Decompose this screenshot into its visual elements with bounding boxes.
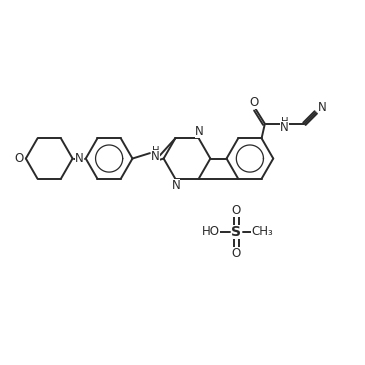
Text: HO: HO — [202, 226, 220, 238]
Text: N: N — [195, 125, 204, 138]
Text: S: S — [231, 225, 241, 239]
Text: N: N — [75, 152, 84, 165]
Text: O: O — [249, 96, 258, 109]
Text: O: O — [15, 152, 24, 165]
Text: CH₃: CH₃ — [251, 226, 273, 238]
Text: O: O — [232, 247, 241, 260]
Text: N: N — [318, 100, 327, 114]
Text: H: H — [281, 117, 288, 127]
Text: N: N — [280, 121, 289, 134]
Text: N: N — [151, 150, 160, 163]
Text: O: O — [232, 204, 241, 217]
Text: N: N — [172, 179, 180, 192]
Text: H: H — [152, 146, 159, 156]
